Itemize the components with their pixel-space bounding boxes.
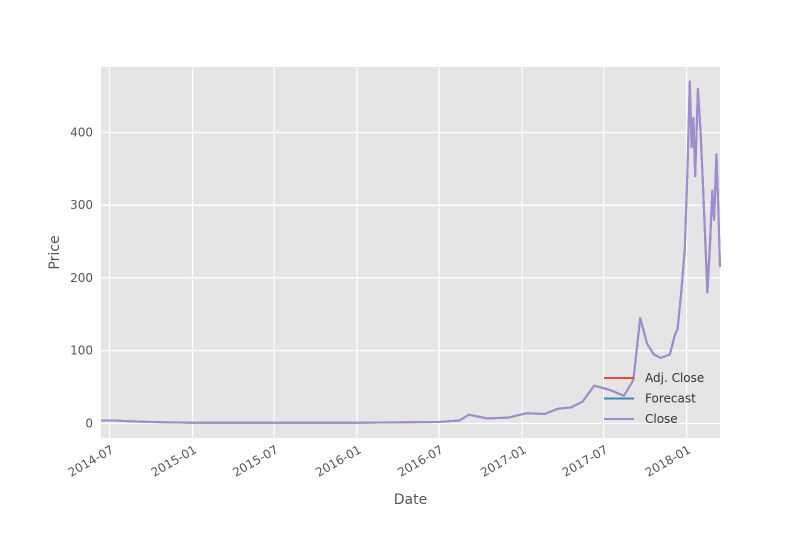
x-axis-ticks: 2014-07 2015-01 2015-07 2016-01 2016-07 2017-… [66,442,693,479]
y-axis-ticks: 0 100 200 300 400 [70,125,93,430]
series-line-close [101,80,721,424]
x-tick-label: 2018-01 [643,442,693,479]
y-axis-label: Price [47,235,63,269]
x-tick-label: 2017-01 [478,442,528,479]
y-tick-label: 100 [70,344,93,358]
y-tick-label: 0 [85,416,93,430]
x-tick-label: 2014-07 [66,442,116,479]
x-tick-label: 2016-07 [395,442,445,479]
y-tick-label: 300 [70,198,93,212]
x-tick-label: 2015-07 [230,442,280,479]
y-tick-label: 400 [70,125,93,139]
x-tick-label: 2016-01 [313,442,363,479]
legend-label: Close [645,412,678,426]
x-tick-label: 2015-01 [149,442,199,479]
legend-label: Forecast [645,392,696,406]
series-lines [101,80,721,424]
y-tick-label: 200 [70,271,93,285]
plot-area [101,67,720,438]
legend: Adj. Close Forecast Close [604,371,704,426]
x-axis-label: Date [394,492,427,508]
legend-label: Adj. Close [645,371,704,385]
x-tick-label: 2017-07 [560,442,610,479]
grid-lines [101,67,720,438]
